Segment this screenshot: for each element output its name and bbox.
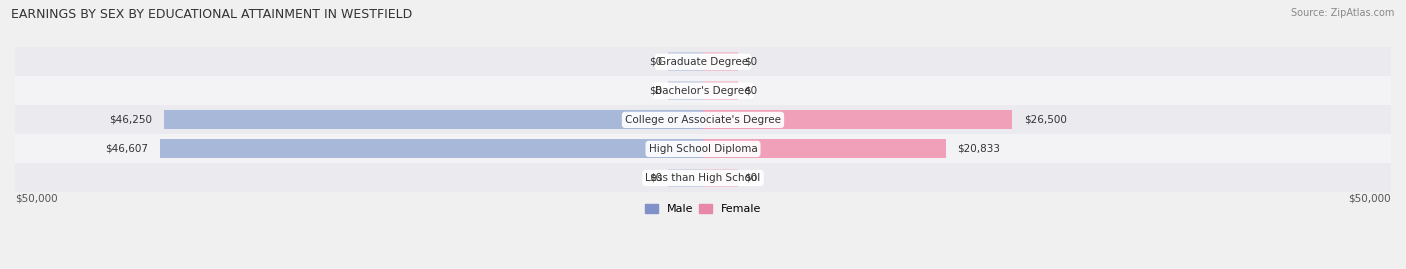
Bar	[15, 134, 1391, 164]
Text: $20,833: $20,833	[957, 144, 1001, 154]
Bar	[163, 111, 703, 129]
Bar	[15, 47, 1391, 76]
Text: High School Diploma: High School Diploma	[648, 144, 758, 154]
Bar	[703, 168, 738, 187]
Text: $0: $0	[650, 173, 662, 183]
Bar	[668, 168, 703, 187]
Bar	[703, 139, 946, 158]
Bar	[668, 52, 703, 71]
Text: Less than High School: Less than High School	[645, 173, 761, 183]
Text: College or Associate's Degree: College or Associate's Degree	[626, 115, 780, 125]
Legend: Male, Female: Male, Female	[640, 200, 766, 219]
Bar	[15, 76, 1391, 105]
Text: Graduate Degree: Graduate Degree	[658, 57, 748, 67]
Text: $0: $0	[744, 57, 756, 67]
Text: Source: ZipAtlas.com: Source: ZipAtlas.com	[1291, 8, 1395, 18]
Text: $0: $0	[650, 57, 662, 67]
Text: $0: $0	[744, 173, 756, 183]
Text: EARNINGS BY SEX BY EDUCATIONAL ATTAINMENT IN WESTFIELD: EARNINGS BY SEX BY EDUCATIONAL ATTAINMEN…	[11, 8, 412, 21]
Text: $50,000: $50,000	[1348, 194, 1391, 204]
Bar	[159, 139, 703, 158]
Text: $50,000: $50,000	[15, 194, 58, 204]
Text: $26,500: $26,500	[1024, 115, 1067, 125]
Bar	[668, 82, 703, 100]
Text: $0: $0	[744, 86, 756, 96]
Bar	[15, 105, 1391, 134]
Bar	[703, 82, 738, 100]
Text: $46,250: $46,250	[110, 115, 152, 125]
Text: $0: $0	[650, 86, 662, 96]
Bar	[703, 52, 738, 71]
Text: $46,607: $46,607	[105, 144, 148, 154]
Text: Bachelor's Degree: Bachelor's Degree	[655, 86, 751, 96]
Bar	[703, 111, 1012, 129]
Bar	[15, 164, 1391, 192]
